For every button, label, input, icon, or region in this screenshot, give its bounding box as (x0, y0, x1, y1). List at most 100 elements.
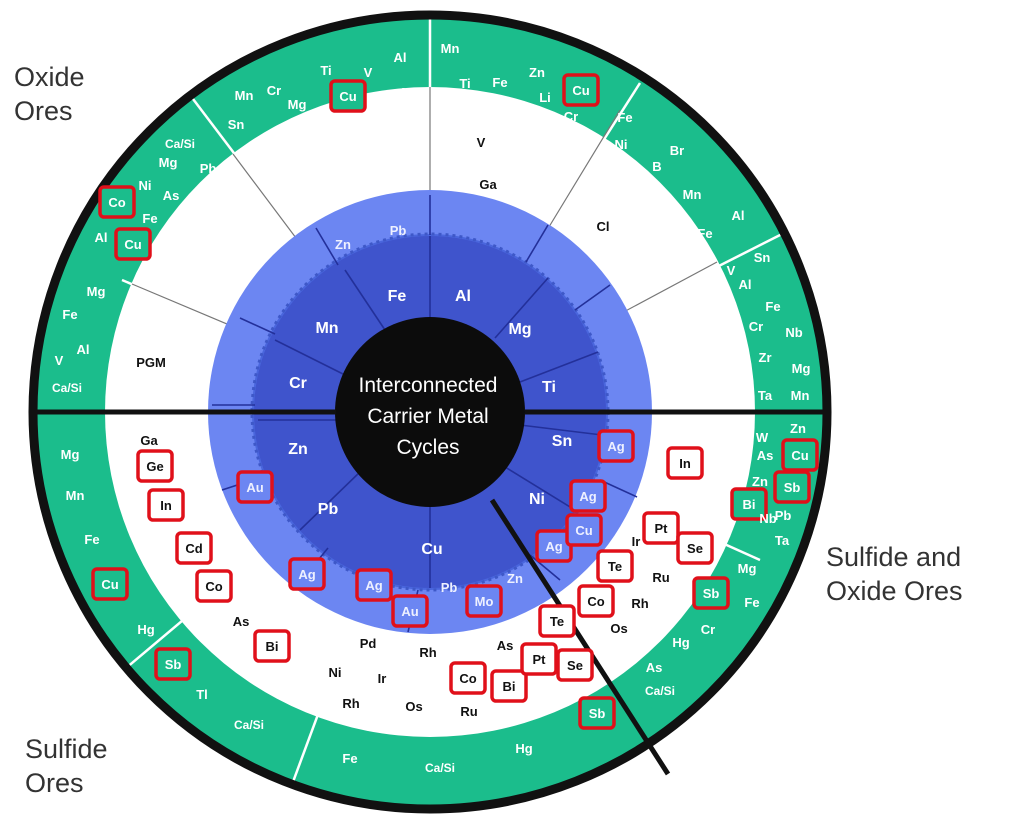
element-label-zn: Zn (529, 65, 545, 80)
carrier-metal-fe: Fe (388, 288, 407, 305)
element-symbol: Te (550, 614, 564, 629)
element-label-ga: Ga (140, 433, 158, 448)
element-label-ca-si: Ca/Si (234, 718, 264, 732)
element-symbol: Rh (631, 596, 648, 611)
highlight-box (449, 661, 487, 695)
element-label-zn: Zn (752, 474, 768, 489)
element-symbol: Al (732, 208, 745, 223)
element-label-cl: Cl (597, 219, 610, 234)
element-symbol: V (477, 135, 486, 150)
element-label-mg: Mg (87, 284, 106, 299)
element-symbol: Fe (62, 307, 77, 322)
element-label-au: Au (236, 470, 274, 504)
element-symbol: Nb (785, 325, 802, 340)
center-title-line-1: Interconnected (359, 374, 498, 397)
element-symbol: Ti (320, 63, 331, 78)
element-label-ru: Ru (460, 704, 477, 719)
element-label-rh: Rh (419, 645, 436, 660)
element-symbol: B (652, 159, 661, 174)
element-label-ta: Ta (775, 533, 790, 548)
element-symbol: Sb (589, 706, 606, 721)
element-label-pb: Pb (441, 580, 458, 595)
element-symbol: Fe (765, 299, 780, 314)
element-label-li: Li (539, 90, 551, 105)
highlight-box (136, 449, 174, 483)
element-label-zn: Zn (335, 237, 351, 252)
element-label-co: Co (577, 584, 615, 618)
element-symbol: Au (401, 604, 418, 619)
element-symbol: Bi (503, 679, 516, 694)
element-label-mg: Mg (792, 361, 811, 376)
element-symbol: Cu (124, 237, 141, 252)
element-label-ca-si: Ca/Si (645, 684, 675, 698)
element-label-pb: Pb (390, 223, 407, 238)
highlight-box (562, 73, 600, 107)
element-label-mg: Mg (61, 447, 80, 462)
element-symbol: Fe (342, 751, 357, 766)
element-label-fe: Fe (492, 75, 507, 90)
element-symbol: Hg (672, 635, 689, 650)
element-symbol: Mg (288, 97, 307, 112)
element-label-as: As (233, 614, 250, 629)
element-symbol: Sn (754, 250, 771, 265)
element-label-as: As (163, 188, 180, 203)
element-label-al: Al (77, 342, 90, 357)
element-label-ag: Ag (597, 429, 635, 463)
center-title-line-3: Cycles (396, 436, 459, 459)
inner-blue-dividers (258, 236, 603, 588)
carrier-metal-cu: Cu (421, 541, 442, 558)
element-symbol: Hg (515, 741, 532, 756)
element-symbol: Zn (529, 65, 545, 80)
element-symbol: Ir (378, 671, 387, 686)
element-label-zn: Zn (507, 571, 523, 586)
element-label-mn: Mn (235, 88, 254, 103)
element-label-br: Br (670, 143, 684, 158)
element-label-mo: Mo (465, 584, 503, 618)
element-label-bi: Bi (730, 487, 768, 521)
element-label-cu: Cu (329, 79, 367, 113)
highlight-box (154, 647, 192, 681)
element-label-sb: Sb (154, 647, 192, 681)
highlight-box (730, 487, 768, 521)
element-symbol: Ge (146, 459, 163, 474)
highlight-box (569, 479, 607, 513)
oxide-ores-line-2: Ores (14, 96, 73, 126)
carrier-metal-sn: Sn (552, 433, 572, 450)
highlight-box (781, 438, 819, 472)
element-symbol: Hg (137, 622, 154, 637)
oxide-ores-label: Oxide Ores (14, 60, 85, 128)
element-label-cu: Cu (565, 513, 603, 547)
element-label-fe: Fe (744, 595, 759, 610)
highlight-box (465, 584, 503, 618)
element-symbol: In (160, 498, 172, 513)
element-symbol: Ti (459, 76, 470, 91)
element-symbol: Pt (655, 521, 669, 536)
element-symbol: Ca/Si (165, 137, 195, 151)
element-label-pb: Pb (200, 161, 217, 176)
highlight-box (538, 604, 576, 638)
element-label-zr: Zr (759, 350, 772, 365)
element-symbol: Mg (61, 447, 80, 462)
element-symbol: Ni (615, 137, 628, 152)
section-lines (33, 409, 826, 776)
element-label-bi: Bi (253, 629, 291, 663)
highlight-box (676, 531, 714, 565)
element-label-pt: Pt (642, 511, 680, 545)
element-label-as: As (399, 85, 416, 100)
element-label-as: As (497, 638, 514, 653)
element-symbol: Bi (743, 497, 756, 512)
element-label-rh: Rh (631, 596, 648, 611)
element-symbol: Ir (632, 534, 641, 549)
element-symbol: Fe (142, 211, 157, 226)
element-symbol: Ag (607, 439, 624, 454)
carrier-metal-labels: Fe Al Mg Ti Sn Ni Cu Pb Zn Cr Mn (288, 288, 572, 558)
element-label-ca-si: Ca/Si (425, 761, 455, 775)
element-label-os: Os (405, 699, 422, 714)
element-label-ni: Ni (329, 665, 342, 680)
element-symbol: Al (394, 50, 407, 65)
element-symbol: Pb (390, 223, 407, 238)
element-label-os: Os (610, 621, 627, 636)
element-symbol: Rh (419, 645, 436, 660)
element-label-mg: Mg (159, 155, 178, 170)
element-label-hg: Hg (515, 741, 532, 756)
